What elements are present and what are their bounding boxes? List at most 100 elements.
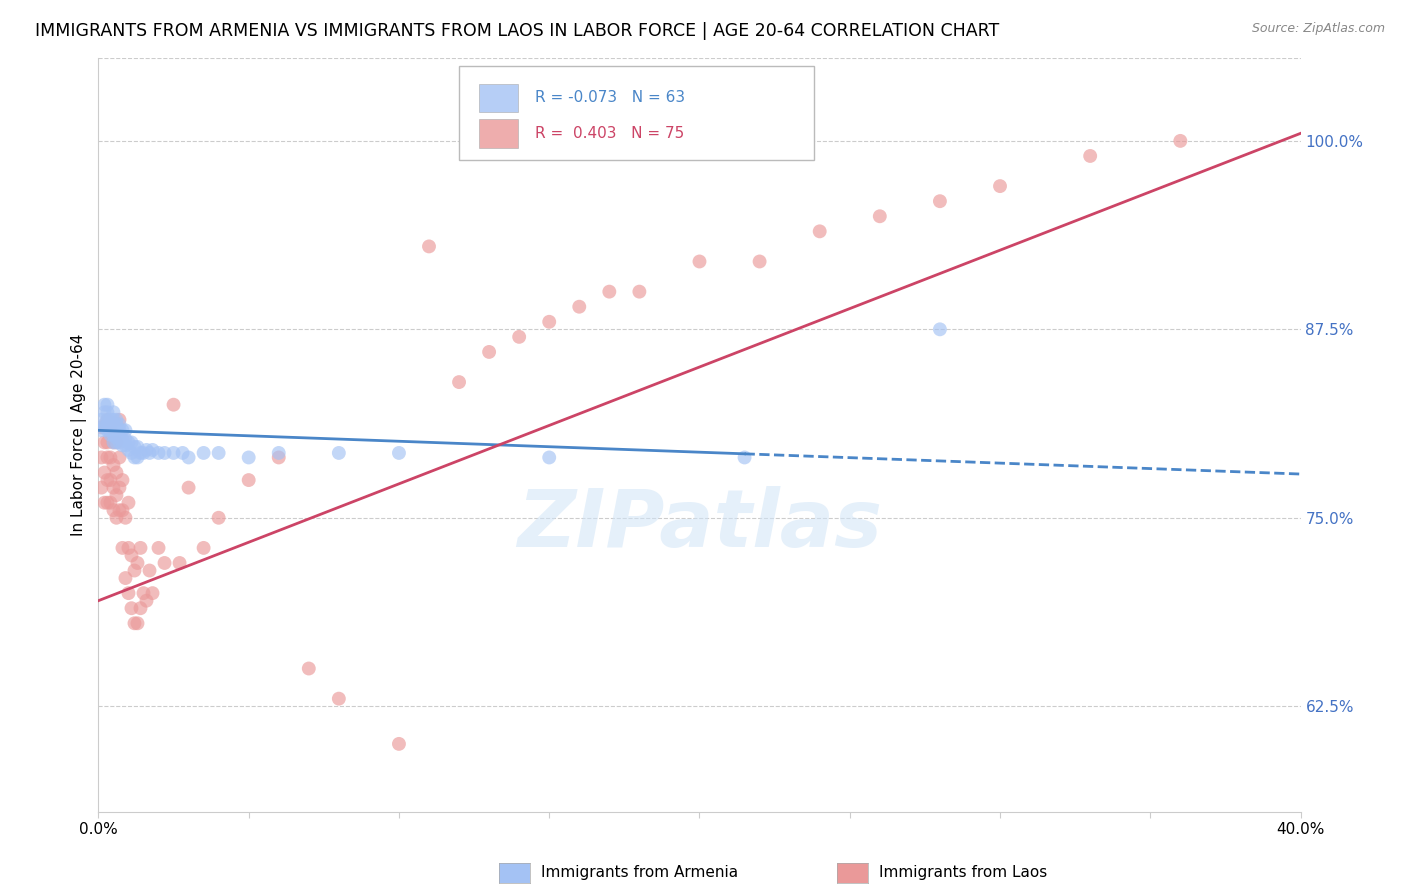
Point xyxy=(103,405,125,419)
Point xyxy=(1170,134,1192,148)
Point xyxy=(111,433,134,447)
Point xyxy=(96,423,118,437)
Point xyxy=(105,423,128,437)
Point xyxy=(90,413,112,427)
Point xyxy=(93,420,115,434)
Point xyxy=(129,601,152,615)
Point xyxy=(689,254,711,268)
Point xyxy=(103,481,125,495)
Point xyxy=(103,413,125,427)
Point xyxy=(105,413,128,427)
Point xyxy=(114,510,136,524)
FancyBboxPatch shape xyxy=(458,65,814,160)
Point xyxy=(111,473,134,487)
Point xyxy=(93,398,115,412)
Point xyxy=(100,496,122,510)
Point xyxy=(105,488,128,502)
Bar xyxy=(479,84,517,112)
Text: R = -0.073   N = 63: R = -0.073 N = 63 xyxy=(534,90,685,105)
Point xyxy=(121,435,143,450)
Point xyxy=(105,466,128,480)
Point xyxy=(105,510,128,524)
Point xyxy=(117,586,139,600)
Point xyxy=(328,691,350,706)
Point xyxy=(388,737,411,751)
Point xyxy=(108,423,131,437)
Point xyxy=(162,398,184,412)
Point xyxy=(121,446,143,460)
Point xyxy=(100,420,122,434)
Point xyxy=(208,510,231,524)
Point xyxy=(96,405,118,419)
Point xyxy=(93,435,115,450)
Point xyxy=(96,413,118,427)
Point xyxy=(108,503,131,517)
Point xyxy=(90,423,112,437)
Point xyxy=(96,398,118,412)
Point xyxy=(193,446,215,460)
Point xyxy=(105,431,128,445)
Point xyxy=(111,541,134,555)
Point xyxy=(100,473,122,487)
Point xyxy=(108,431,131,445)
Text: Immigrants from Armenia: Immigrants from Armenia xyxy=(541,865,738,880)
Point xyxy=(93,417,115,432)
Point xyxy=(538,315,561,329)
Point xyxy=(117,496,139,510)
Point xyxy=(105,417,128,432)
Point xyxy=(418,239,440,253)
Point xyxy=(100,427,122,442)
Point xyxy=(1078,149,1101,163)
Point xyxy=(127,440,149,454)
Point xyxy=(193,541,215,555)
Point xyxy=(103,423,125,437)
Point xyxy=(121,549,143,563)
Point xyxy=(103,458,125,472)
Point xyxy=(169,556,191,570)
Point xyxy=(108,417,131,432)
Point xyxy=(135,442,157,457)
Point xyxy=(929,322,952,336)
Point xyxy=(132,586,155,600)
Point xyxy=(328,446,350,460)
Point xyxy=(177,481,200,495)
Point xyxy=(111,438,134,452)
Point xyxy=(141,586,163,600)
Point xyxy=(124,616,146,631)
Point xyxy=(478,345,501,359)
Point xyxy=(734,450,756,465)
Point xyxy=(108,413,131,427)
Point xyxy=(148,446,170,460)
Point xyxy=(105,435,128,450)
Point xyxy=(103,427,125,442)
Point xyxy=(108,481,131,495)
Point xyxy=(388,446,411,460)
Point xyxy=(138,446,160,460)
Point xyxy=(96,413,118,427)
Point xyxy=(124,564,146,578)
Point xyxy=(114,438,136,452)
Point xyxy=(90,450,112,465)
Point xyxy=(96,496,118,510)
Point xyxy=(90,481,112,495)
Text: ZIPatlas: ZIPatlas xyxy=(517,486,882,565)
Point xyxy=(114,433,136,447)
Point xyxy=(117,442,139,457)
Point xyxy=(93,466,115,480)
Point xyxy=(172,446,194,460)
Point xyxy=(132,446,155,460)
Point xyxy=(267,450,290,465)
Point xyxy=(108,450,131,465)
Point xyxy=(127,450,149,465)
Point xyxy=(105,435,128,450)
Point xyxy=(628,285,651,299)
Point xyxy=(100,450,122,465)
Point xyxy=(988,179,1011,194)
Point xyxy=(267,446,290,460)
Point xyxy=(90,420,112,434)
Point xyxy=(124,450,146,465)
Point xyxy=(162,446,184,460)
Point xyxy=(177,450,200,465)
Point xyxy=(96,435,118,450)
Point xyxy=(568,300,591,314)
